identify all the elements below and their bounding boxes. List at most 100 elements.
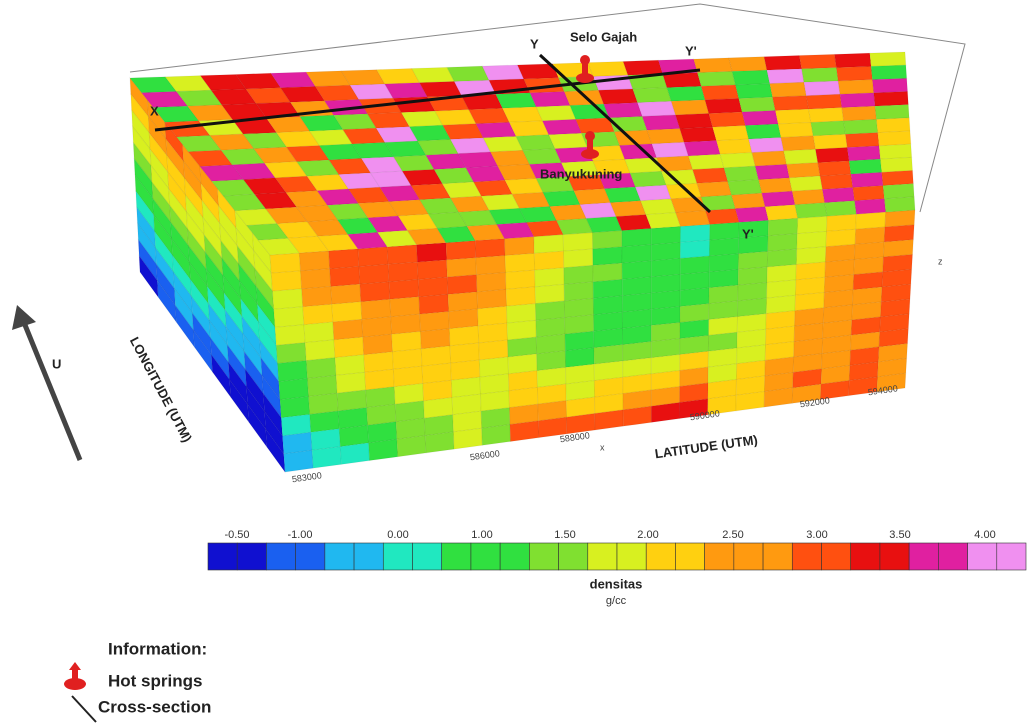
block-cell bbox=[358, 263, 390, 285]
colorbar-cell bbox=[353, 542, 384, 571]
colorbar-cell bbox=[821, 542, 852, 571]
block-cell bbox=[833, 52, 872, 69]
block-cell bbox=[396, 434, 427, 458]
colorbar-cell bbox=[733, 542, 764, 571]
block-cell bbox=[529, 91, 571, 108]
colorbar-cell bbox=[499, 542, 530, 571]
block-cell bbox=[332, 318, 364, 341]
block-cell bbox=[874, 104, 910, 120]
block-cell bbox=[854, 226, 886, 245]
block-cell bbox=[846, 145, 881, 162]
block-cell bbox=[629, 170, 667, 188]
block-cell bbox=[761, 190, 796, 208]
block-cell bbox=[501, 106, 544, 123]
block-cell bbox=[609, 200, 647, 218]
latitude-tick-label: 594000 bbox=[867, 383, 898, 397]
block-cell bbox=[506, 303, 537, 324]
block-cell bbox=[850, 171, 884, 188]
block-cell bbox=[387, 261, 419, 283]
block-cell bbox=[547, 132, 589, 150]
block-cell bbox=[386, 244, 418, 265]
block-cell bbox=[869, 51, 907, 67]
block-cell bbox=[361, 316, 393, 338]
block-cell bbox=[708, 237, 740, 257]
block-cell bbox=[477, 305, 508, 327]
block-cell bbox=[521, 148, 563, 165]
block-cell bbox=[446, 274, 478, 295]
block-cell bbox=[771, 95, 810, 112]
block-cell bbox=[650, 241, 681, 262]
colorbar-title: densitas bbox=[590, 576, 643, 591]
block-cell bbox=[641, 114, 681, 131]
block-cell bbox=[835, 65, 873, 82]
block-cell bbox=[883, 196, 916, 213]
block-cell bbox=[691, 167, 729, 184]
block-cell bbox=[474, 238, 506, 259]
latitude-tick-label: 592000 bbox=[799, 395, 830, 409]
label-banyukuning: Banyukuning bbox=[540, 166, 622, 181]
block-cell bbox=[796, 215, 828, 235]
block-cell bbox=[639, 198, 677, 216]
colorbar-cell bbox=[616, 542, 647, 571]
block-cell bbox=[505, 286, 536, 307]
block-cell bbox=[708, 111, 746, 128]
colorbar-cell bbox=[762, 542, 793, 571]
block-cell bbox=[719, 152, 756, 169]
block-cell bbox=[730, 192, 766, 210]
block-cell bbox=[810, 120, 847, 137]
block-cell bbox=[357, 246, 389, 268]
block-cell bbox=[275, 342, 307, 365]
block-cell bbox=[445, 240, 477, 261]
block-cell bbox=[853, 198, 887, 215]
block-cell bbox=[533, 234, 564, 254]
block-cell bbox=[674, 210, 711, 227]
block-cell bbox=[636, 100, 677, 117]
latitude-tick-label: 586000 bbox=[469, 448, 500, 462]
legend-hot-springs: Hot springs bbox=[108, 671, 202, 690]
block-cell bbox=[271, 288, 304, 310]
colorbar-cell bbox=[529, 542, 559, 571]
block-cell bbox=[767, 217, 799, 237]
label-y: Y bbox=[530, 36, 539, 51]
block-cell bbox=[855, 211, 887, 230]
colorbar-cell bbox=[382, 542, 413, 571]
block-cell bbox=[563, 281, 594, 302]
block-cell bbox=[362, 333, 394, 356]
colorbar: -0.50 -1.00 0.00 1.00 1.50 2.00 2.50 3.00 3.50 4.… bbox=[207, 529, 1027, 571]
colorbar-tick-label: 3.00 bbox=[806, 529, 827, 541]
block-cell bbox=[738, 96, 776, 113]
block-cell bbox=[594, 409, 624, 431]
block-cell bbox=[881, 169, 914, 187]
block-cell bbox=[879, 156, 914, 173]
block-cell bbox=[305, 357, 337, 380]
block-cell bbox=[777, 121, 814, 138]
block-cell bbox=[572, 188, 612, 206]
colorbar-tick-label: 1.00 bbox=[471, 529, 492, 541]
block-cell bbox=[805, 93, 843, 110]
block-cell bbox=[446, 257, 477, 278]
block-cell bbox=[696, 70, 737, 87]
block-cell bbox=[650, 225, 681, 246]
colorbar-tick-label: 1.50 bbox=[554, 529, 575, 541]
legend-title: Information: bbox=[108, 639, 207, 658]
block-cell bbox=[615, 214, 652, 231]
block-cell bbox=[274, 324, 306, 346]
block-cell bbox=[769, 81, 807, 98]
hot-spring bbox=[581, 131, 599, 159]
block-cell bbox=[723, 165, 760, 183]
block-cell bbox=[333, 336, 365, 359]
latitude-tick-label: 588000 bbox=[559, 430, 590, 444]
block-cell bbox=[591, 229, 623, 250]
block-cell bbox=[708, 253, 740, 273]
block-cell bbox=[447, 291, 479, 313]
block-cell bbox=[754, 163, 790, 181]
block-cell bbox=[877, 130, 912, 147]
block-cell bbox=[734, 206, 770, 223]
block-cell bbox=[585, 216, 623, 234]
block-cell bbox=[359, 281, 391, 303]
colorbar-cell bbox=[441, 542, 472, 571]
block-cell bbox=[884, 209, 916, 228]
block-cell bbox=[817, 160, 852, 177]
latitude-tick-label: 583000 bbox=[291, 470, 322, 484]
block-cell bbox=[563, 264, 594, 285]
